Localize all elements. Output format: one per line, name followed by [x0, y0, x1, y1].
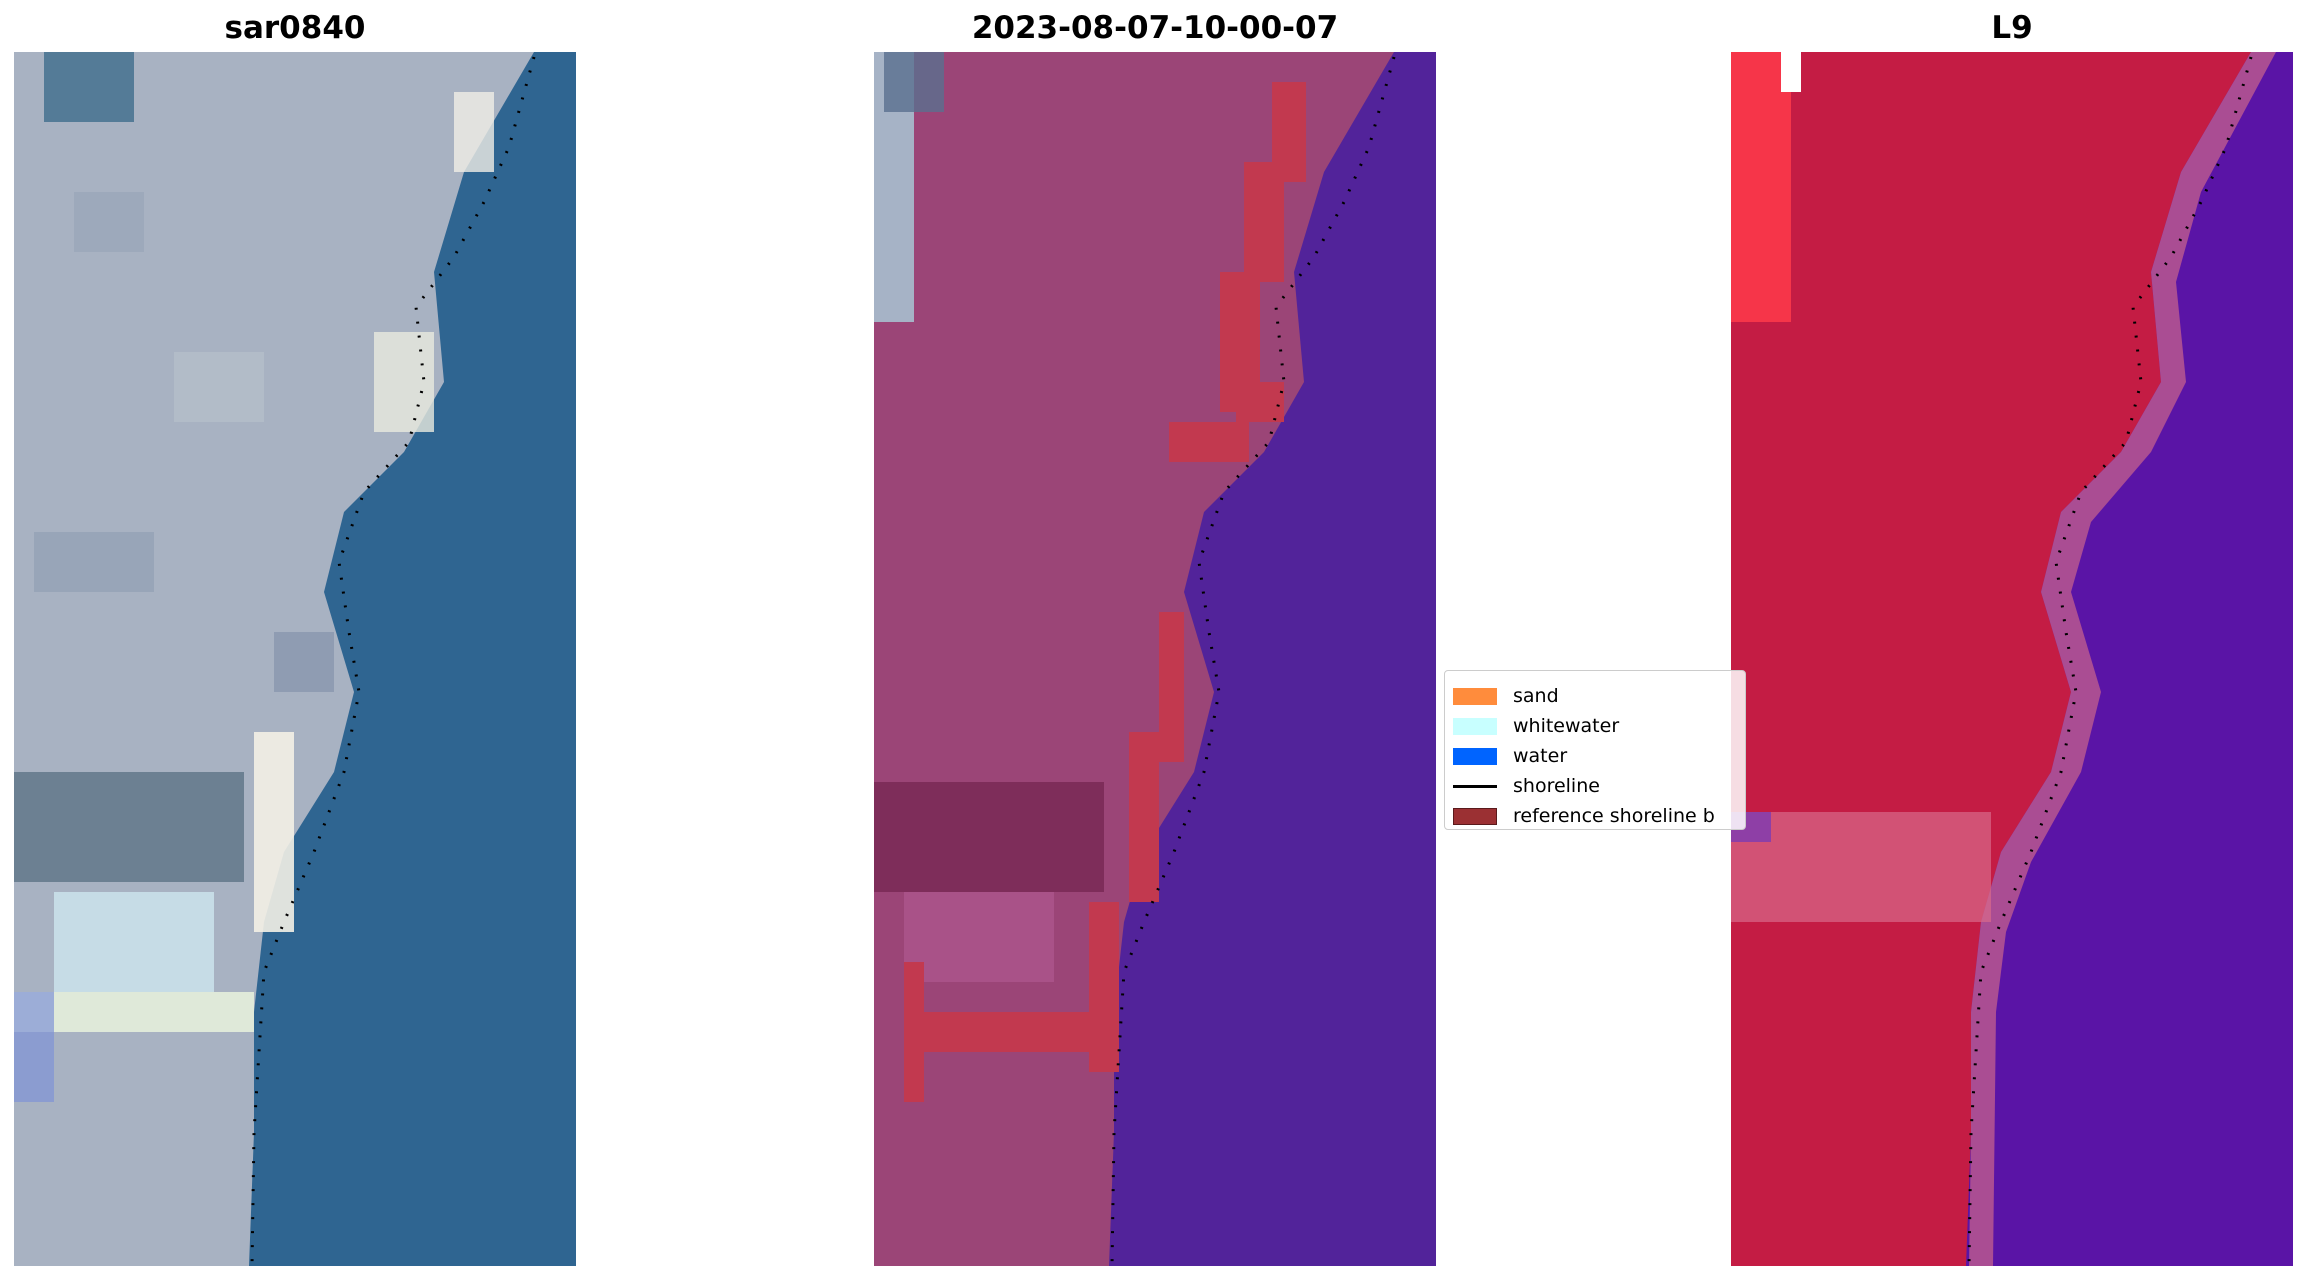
nir-image	[1731, 52, 2293, 1266]
rgb-image	[14, 52, 576, 1266]
water-swatch	[1453, 747, 1497, 765]
panel-title-rgb: sar0840	[224, 10, 366, 46]
nir-image-panel	[1731, 52, 2293, 1266]
legend-item-shoreline: shoreline	[1453, 773, 1600, 799]
legend-label-water: water	[1513, 745, 1568, 767]
classified-image-panel	[874, 52, 1436, 1266]
legend-item-water: water	[1453, 743, 1567, 769]
legend: sand whitewater water shoreline referenc…	[1444, 670, 1746, 830]
sand-swatch	[1453, 687, 1497, 705]
legend-label-reference-shoreline: reference shoreline b	[1513, 805, 1715, 827]
rgb-image-panel	[14, 52, 576, 1266]
legend-item-reference-shoreline: reference shoreline b	[1453, 803, 1715, 829]
legend-item-whitewater: whitewater	[1453, 713, 1619, 739]
legend-label-sand: sand	[1513, 685, 1559, 707]
shoreline-swatch	[1453, 784, 1497, 788]
panel-title-nir: L9	[1991, 10, 2033, 46]
legend-label-whitewater: whitewater	[1513, 715, 1620, 737]
legend-item-sand: sand	[1453, 683, 1559, 709]
panel-title-classified: 2023-08-07-10-00-07	[971, 10, 1339, 46]
classified-image	[874, 52, 1436, 1266]
reference-shoreline-buffer	[904, 82, 1306, 1102]
whitewater-swatch	[1453, 717, 1497, 735]
reference-shoreline-swatch	[1453, 807, 1497, 825]
legend-label-shoreline: shoreline	[1513, 775, 1600, 797]
